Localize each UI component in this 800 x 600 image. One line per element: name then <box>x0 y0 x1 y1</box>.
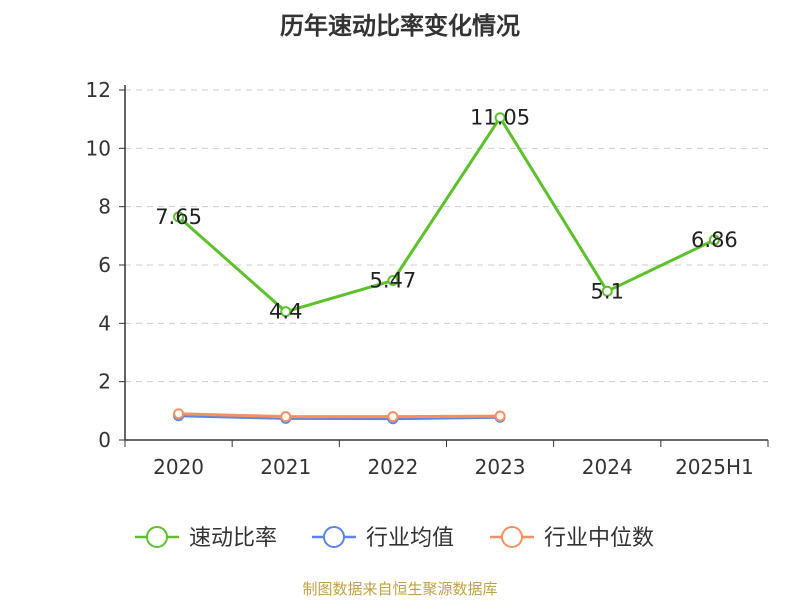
x-tick-label: 2022 <box>367 455 418 479</box>
data-point[interactable] <box>280 306 292 318</box>
data-point[interactable] <box>387 411 399 423</box>
legend-circle-icon <box>501 526 523 548</box>
data-point[interactable] <box>601 285 613 297</box>
data-point[interactable] <box>173 408 185 420</box>
y-tick-label: 2 <box>98 370 111 394</box>
y-tick-label: 10 <box>86 136 111 160</box>
y-tick-label: 4 <box>98 311 111 335</box>
data-label: 5.1 <box>591 279 624 303</box>
data-label: 5.47 <box>370 268 417 292</box>
legend-label: 速动比率 <box>189 526 277 551</box>
x-tick-label: 2024 <box>582 455 633 479</box>
x-tick-label: 2020 <box>153 455 204 479</box>
legend-item-quick-ratio[interactable]: 速动比率 <box>135 526 277 551</box>
legend-circle-icon <box>146 526 168 548</box>
chart-title: 历年速动比率变化情况 <box>280 12 520 40</box>
x-tick-label: 2023 <box>475 455 526 479</box>
legend-item-industry-median[interactable]: 行业中位数 <box>490 526 654 551</box>
source-note: 制图数据来自恒生聚源数据库 <box>302 580 498 598</box>
series-industry-mean-line <box>178 414 501 421</box>
data-label: 4.4 <box>269 300 302 324</box>
legend-item-industry-mean[interactable]: 行业均值 <box>312 526 454 551</box>
legend-label: 行业均值 <box>366 526 454 551</box>
x-tick-label: 2025H1 <box>675 455 754 479</box>
data-label: 7.65 <box>155 205 202 229</box>
legend-label: 行业中位数 <box>544 526 654 551</box>
data-point[interactable] <box>387 274 399 286</box>
data-label: 11.05 <box>470 106 530 130</box>
legend-circle-icon <box>323 526 345 548</box>
y-tick-label: 0 <box>98 428 111 452</box>
data-point[interactable] <box>494 112 506 124</box>
data-point[interactable] <box>280 411 292 423</box>
y-tick-label: 8 <box>98 195 111 219</box>
data-point[interactable] <box>708 234 720 246</box>
data-label: 6.86 <box>691 228 738 252</box>
y-tick-label: 6 <box>98 253 111 277</box>
series-industry-median-line <box>178 412 501 419</box>
series-quick-ratio-line <box>177 114 716 314</box>
data-point[interactable] <box>494 410 506 422</box>
y-tick-label: 12 <box>86 78 111 102</box>
x-tick-label: 2021 <box>260 455 311 479</box>
data-point[interactable] <box>173 211 185 223</box>
